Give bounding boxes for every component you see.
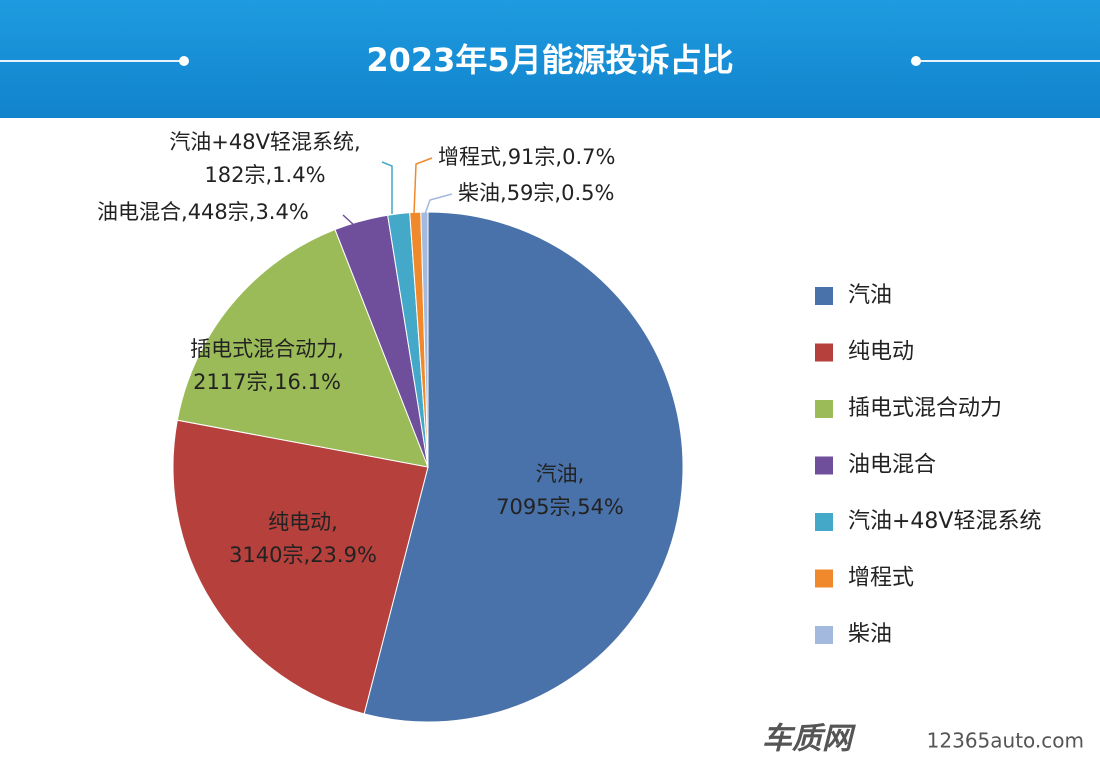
slice-label-value: 7095宗,54% — [496, 495, 624, 519]
pie-slice — [176, 228, 429, 468]
slice-label-name: 柴油 — [458, 181, 500, 205]
slice-label-separator: , — [354, 130, 361, 154]
leader-line — [342, 214, 356, 227]
slice-label-separator: , — [181, 200, 188, 224]
slice-label-separator: , — [331, 510, 338, 534]
slice-label: 纯电动, 3140宗,23.9% — [229, 510, 377, 567]
legend-swatch — [815, 343, 833, 362]
chart-title: 2023年5月能源投诉占比 — [366, 41, 733, 79]
slice-label: 汽油, 7095宗,54% — [496, 462, 624, 519]
slice-label-value: 182宗,1.4% — [204, 163, 325, 187]
legend-swatch — [815, 456, 833, 475]
slice-label-name: 汽油 — [536, 462, 578, 486]
pie-slice — [420, 211, 429, 468]
slice-label-separator: , — [501, 145, 508, 169]
slice-label-separator: , — [578, 462, 585, 486]
header-dot — [179, 56, 189, 66]
slice-label: 汽油+48V轻混系统, 182宗,1.4% — [169, 130, 360, 187]
leader-line — [424, 193, 453, 215]
slice-label-value: 2117宗,16.1% — [193, 370, 341, 394]
legend-label: 插电式混合动力 — [848, 396, 1002, 421]
slice-label-value: 59宗,0.5% — [507, 181, 615, 205]
slice-label-name: 插电式混合动力 — [190, 337, 337, 361]
header-dot — [911, 56, 921, 66]
legend-swatch — [815, 569, 833, 588]
legend-swatch — [815, 626, 833, 644]
watermark: 车质网 — [762, 722, 856, 757]
legend-label: 纯电动 — [848, 340, 914, 365]
legend-label: 柴油 — [848, 622, 892, 647]
slice-label: 增程式,91宗,0.7% — [438, 145, 615, 169]
slice-label-value: 91宗,0.7% — [508, 145, 616, 169]
legend-label: 油电混合 — [848, 453, 936, 478]
legend-label: 汽油+48V轻混系统 — [848, 509, 1041, 534]
legend-swatch — [815, 287, 833, 305]
pie-slice — [172, 419, 429, 715]
slice-label-name: 汽油+48V轻混系统 — [169, 130, 354, 154]
legend-label: 增程式 — [848, 566, 914, 591]
slice-label: 油电混合,448宗,3.4% — [97, 200, 309, 224]
slice-label-separator: , — [500, 181, 507, 205]
slice-label-name: 增程式 — [438, 145, 501, 169]
slice-label-name: 油电混合 — [97, 200, 181, 224]
legend-swatch — [815, 400, 833, 418]
slice-label-value: 3140宗,23.9% — [229, 543, 377, 567]
pie-slice — [363, 211, 684, 723]
leader-line — [413, 157, 433, 215]
slice-label-name: 纯电动 — [268, 510, 331, 534]
legend-swatch — [815, 513, 833, 531]
slice-label: 插电式混合动力, 2117宗,16.1% — [190, 337, 344, 394]
slice-label-value: 448宗,3.4% — [188, 200, 309, 224]
slice-label-separator: , — [337, 337, 344, 361]
legend-label: 汽油 — [848, 283, 892, 308]
leader-line — [381, 161, 393, 214]
slice-label: 柴油,59宗,0.5% — [458, 181, 614, 205]
watermark-url: 12365auto.com — [927, 729, 1084, 753]
